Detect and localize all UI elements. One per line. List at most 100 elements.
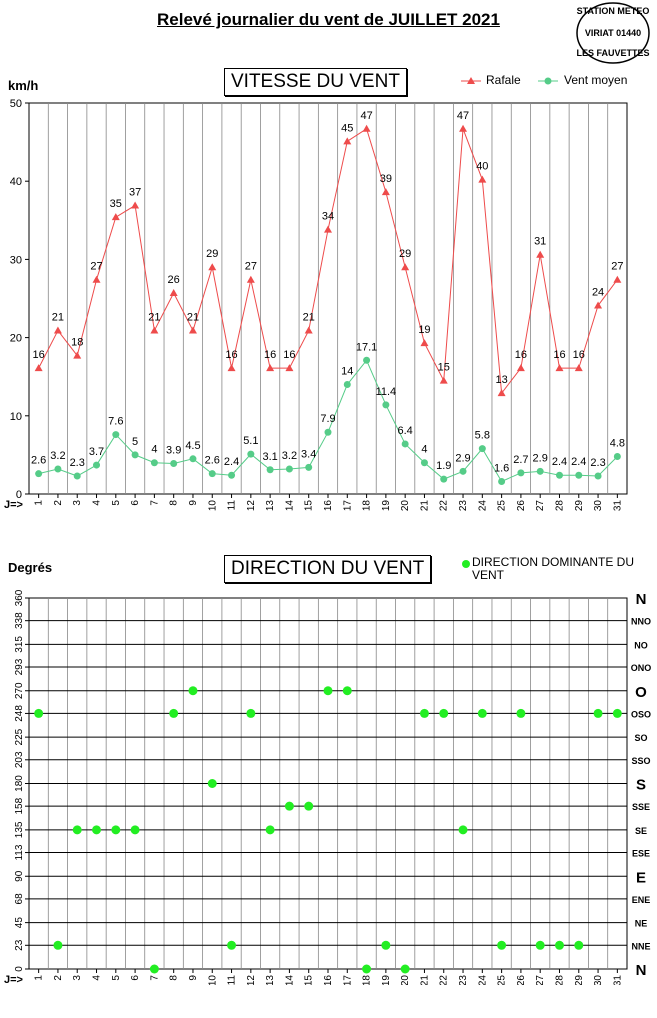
vent-moyen-data-label: 7.9 bbox=[320, 413, 335, 425]
direction-point bbox=[458, 825, 468, 835]
x-tick-label: 31 bbox=[612, 975, 623, 985]
x-tick-label: 7 bbox=[149, 500, 160, 506]
vent-moyen-point bbox=[324, 428, 332, 436]
rafale-data-label: 16 bbox=[225, 349, 237, 361]
rafale-point bbox=[266, 364, 275, 372]
vent-moyen-point bbox=[150, 459, 158, 467]
wind-speed-legend: Rafale Vent moyen bbox=[458, 73, 648, 91]
rafale-data-label: 16 bbox=[515, 349, 527, 361]
x-tick-label: 6 bbox=[130, 500, 141, 506]
x-tick-label: 13 bbox=[265, 500, 276, 512]
y-tick-label: 20 bbox=[10, 333, 22, 345]
y-tick-label: 113 bbox=[14, 844, 25, 860]
x-tick-label: 27 bbox=[535, 500, 546, 512]
vent-moyen-point bbox=[54, 465, 62, 473]
y-tick-label: 270 bbox=[14, 682, 25, 699]
vent-moyen-data-label: 3.7 bbox=[89, 446, 104, 458]
vent-moyen-point bbox=[93, 461, 101, 469]
vent-moyen-data-label: 6.4 bbox=[398, 425, 413, 437]
rafale-data-label: 15 bbox=[438, 362, 450, 374]
rafale-point bbox=[227, 364, 236, 372]
rafale-point bbox=[497, 389, 506, 397]
x-axis-label: J=> bbox=[4, 499, 23, 511]
compass-label: SSO bbox=[631, 756, 650, 766]
x-tick-label: 22 bbox=[439, 975, 450, 985]
wind-direction-title: DIRECTION DU VENT bbox=[224, 555, 432, 583]
direction-point bbox=[92, 825, 102, 835]
vent-moyen-data-label: 2.9 bbox=[533, 452, 548, 464]
direction-point bbox=[304, 801, 314, 811]
direction-point bbox=[207, 779, 217, 788]
x-tick-label: 23 bbox=[458, 975, 469, 985]
vent-moyen-data-label: 3.1 bbox=[262, 451, 277, 463]
compass-label: NE bbox=[635, 919, 648, 929]
x-tick-label: 29 bbox=[574, 975, 585, 985]
rafale-point bbox=[516, 364, 525, 372]
speed-unit-label: km/h bbox=[8, 78, 39, 93]
y-tick-label: 90 bbox=[14, 870, 25, 882]
rafale-data-label: 45 bbox=[341, 122, 353, 134]
x-tick-label: 23 bbox=[458, 500, 469, 512]
rafale-point bbox=[536, 250, 545, 258]
direction-point bbox=[188, 686, 198, 696]
x-tick-label: 19 bbox=[381, 975, 392, 985]
rafale-point bbox=[478, 175, 487, 183]
rafale-data-label: 26 bbox=[168, 274, 180, 286]
rafale-point bbox=[362, 124, 371, 132]
rafale-data-label: 29 bbox=[206, 248, 218, 260]
x-tick-label: 4 bbox=[92, 975, 103, 981]
direction-point bbox=[34, 708, 44, 718]
x-tick-label: 28 bbox=[554, 975, 565, 985]
compass-label: N bbox=[636, 962, 647, 979]
direction-point bbox=[554, 940, 564, 950]
vent-moyen-point bbox=[189, 455, 197, 463]
y-tick-label: 315 bbox=[14, 636, 25, 653]
rafale-point bbox=[324, 225, 332, 233]
x-tick-label: 17 bbox=[342, 975, 353, 985]
direction-point bbox=[362, 964, 372, 974]
vent-moyen-point bbox=[112, 431, 120, 439]
y-tick-label: 50 bbox=[10, 98, 22, 110]
direction-point bbox=[516, 708, 526, 718]
rafale-point bbox=[613, 275, 622, 283]
x-tick-label: 28 bbox=[554, 500, 565, 512]
rafale-point bbox=[150, 326, 159, 334]
vent-moyen-point bbox=[285, 465, 293, 473]
rafale-point bbox=[208, 263, 217, 271]
rafale-data-label: 21 bbox=[187, 312, 199, 324]
x-tick-label: 12 bbox=[246, 975, 257, 985]
x-tick-label: 24 bbox=[477, 500, 488, 512]
compass-label: OSO bbox=[631, 709, 651, 719]
y-tick-label: 293 bbox=[14, 658, 25, 675]
rafale-data-label: 16 bbox=[553, 349, 565, 361]
y-tick-label: 45 bbox=[14, 917, 25, 929]
rafale-point bbox=[92, 275, 101, 283]
direction-point bbox=[323, 686, 333, 696]
vent-moyen-point bbox=[401, 440, 409, 448]
direction-point bbox=[535, 940, 545, 950]
vent-moyen-data-label: 3.2 bbox=[282, 450, 297, 462]
rafale-data-label: 27 bbox=[90, 261, 102, 273]
rafale-point bbox=[381, 188, 390, 196]
x-tick-label: 21 bbox=[419, 975, 430, 985]
x-tick-label: 1 bbox=[34, 500, 45, 506]
vent-moyen-point bbox=[35, 470, 43, 478]
x-tick-label: 26 bbox=[516, 500, 527, 512]
y-tick-label: 40 bbox=[10, 176, 22, 188]
rafale-data-label: 18 bbox=[71, 337, 83, 349]
vent-moyen-data-label: 2.3 bbox=[70, 457, 85, 469]
rafale-point bbox=[111, 213, 120, 221]
direction-point bbox=[574, 940, 584, 950]
rafale-legend-marker bbox=[467, 77, 475, 84]
rafale-data-label: 27 bbox=[611, 261, 623, 273]
direction-point bbox=[265, 825, 275, 835]
rafale-data-label: 16 bbox=[283, 349, 295, 361]
rafale-data-label: 19 bbox=[418, 324, 430, 336]
compass-label: O bbox=[635, 684, 647, 701]
rafale-data-label: 29 bbox=[399, 248, 411, 260]
compass-label: NNO bbox=[631, 617, 651, 627]
compass-label: NNE bbox=[631, 941, 650, 951]
vent-moyen-data-label: 2.4 bbox=[552, 456, 567, 468]
vent-moyen-point bbox=[478, 445, 486, 453]
rafale-point bbox=[574, 364, 583, 372]
